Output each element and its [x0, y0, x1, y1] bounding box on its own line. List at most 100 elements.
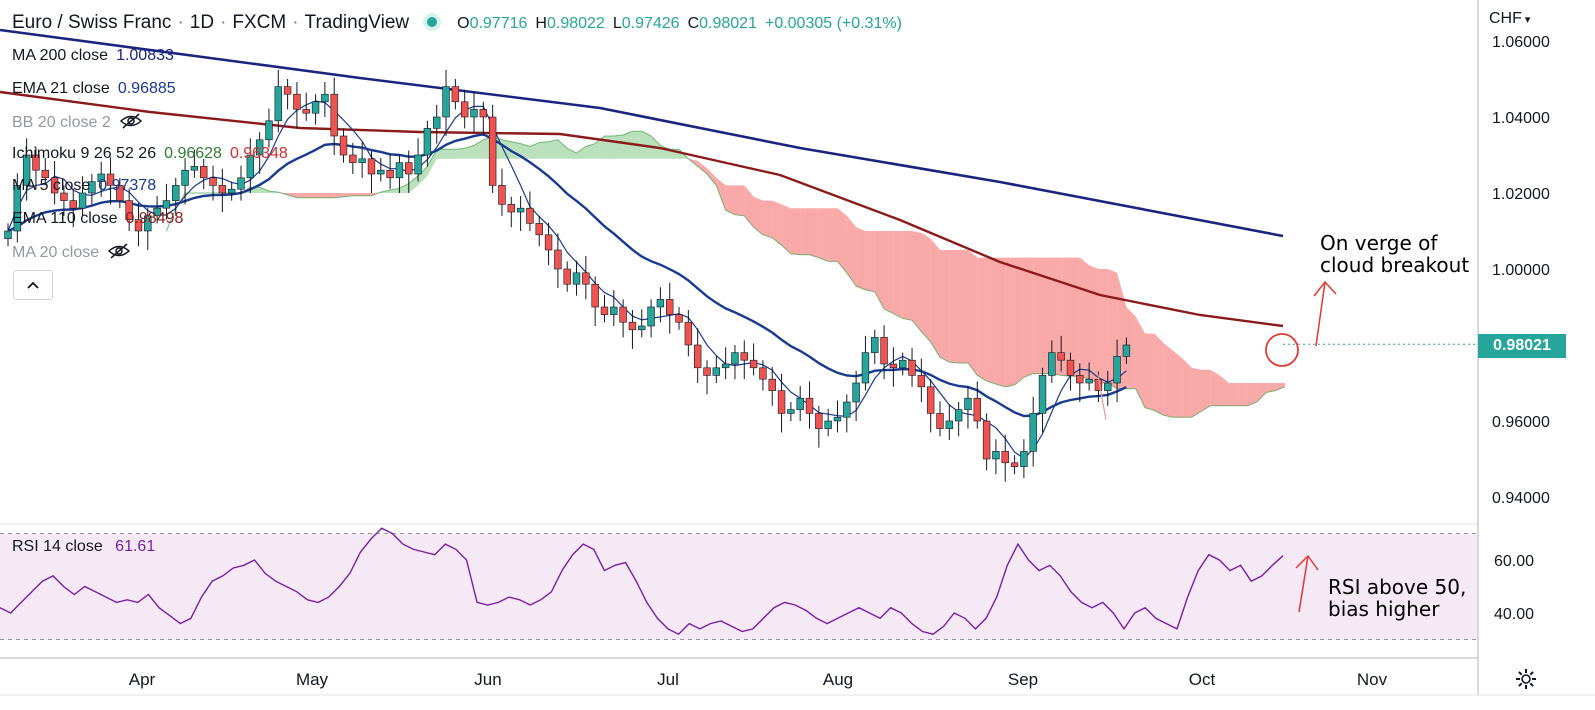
cloud-segment: [1256, 383, 1267, 402]
candle-down: [386, 169, 394, 179]
cloud-segment: [781, 204, 791, 254]
cloud-segment: [949, 250, 959, 364]
candle-up: [274, 86, 282, 122]
cloud-segment: [418, 166, 428, 186]
candle-up: [945, 420, 954, 429]
candle-up: [377, 169, 385, 175]
price-tick-label: 1.04000: [1492, 110, 1550, 127]
breakout-annotation: On verge of cloud breakout: [1320, 231, 1470, 277]
cloud-segment: [865, 231, 875, 292]
cloud-segment: [1070, 257, 1080, 377]
cloud-segment: [576, 146, 586, 159]
cloud-segment: [921, 232, 931, 343]
candle-down: [703, 367, 711, 376]
price-tick-label: 0.94000: [1492, 490, 1550, 507]
candle-up: [321, 93, 329, 103]
candle-up: [237, 177, 245, 190]
time-tick-label: Aug: [823, 670, 853, 689]
candle-down: [498, 185, 506, 205]
candle-up: [824, 420, 832, 429]
candle-down: [535, 223, 543, 236]
rsi-legend-name: RSI 14 close: [12, 538, 103, 555]
candle-down: [582, 272, 590, 285]
currency-selector[interactable]: CHF ▾: [1489, 10, 1530, 28]
candle-up: [153, 207, 161, 217]
candle-up: [852, 382, 860, 403]
candle-down: [889, 363, 898, 369]
candle-down: [777, 390, 786, 414]
candle-down: [526, 207, 534, 224]
price-tick-label: 1.06000: [1492, 34, 1550, 51]
candle-down: [600, 306, 609, 315]
candle-up: [97, 173, 105, 182]
cloud-segment: [930, 238, 940, 358]
candle-down: [134, 219, 143, 232]
cloud-segment: [1089, 265, 1099, 383]
candle-down: [693, 344, 702, 369]
cloud-segment: [1135, 316, 1146, 408]
cloud-segment: [399, 183, 409, 193]
cloud-segment: [1266, 383, 1276, 393]
candle-down: [1076, 375, 1084, 384]
cloud-segment: [1126, 307, 1136, 389]
ema-110-line: [0, 90, 1284, 328]
time-tick-label: Oct: [1189, 670, 1216, 689]
candle-down: [675, 314, 683, 323]
candle-up: [78, 192, 87, 209]
breakout-circle: [1265, 333, 1299, 367]
candle-down: [684, 321, 693, 346]
candle-up: [4, 230, 12, 239]
rsi-band: [0, 533, 1478, 640]
cloud-segment: [707, 168, 717, 186]
candle-up: [246, 154, 255, 179]
candle-down: [200, 166, 208, 179]
cloud-segment: [697, 160, 707, 174]
candle-up: [1020, 451, 1028, 467]
cloud-segment: [1145, 333, 1155, 411]
candle-up: [311, 101, 320, 114]
cloud-segment: [1182, 358, 1192, 418]
candle-up: [358, 158, 366, 163]
cloud-segment: [744, 185, 754, 228]
collapse-legend-button[interactable]: [13, 270, 53, 300]
time-tick-label: Sep: [1008, 670, 1038, 689]
cloud-segment: [790, 208, 801, 255]
candle-up: [516, 207, 525, 213]
candle-up: [227, 188, 236, 194]
candle-up: [861, 352, 870, 384]
candle-down: [544, 234, 553, 251]
cloud-segment: [1098, 269, 1108, 383]
cloud-segment: [1191, 367, 1201, 418]
cloud-segment: [800, 208, 810, 255]
cloud-segment: [352, 193, 363, 196]
cloud-segment: [818, 208, 829, 262]
cloud-segment: [557, 139, 568, 159]
rsi-line: [0, 527, 1284, 636]
candle-up: [181, 169, 189, 186]
cloud-segment: [296, 193, 307, 198]
candlestick-series: [4, 69, 1131, 482]
gear-icon[interactable]: [1515, 668, 1537, 690]
candle-up: [647, 306, 655, 327]
cloud-segment: [1228, 383, 1239, 406]
rsi-legend: RSI 14 close 61.61: [12, 538, 155, 556]
cloud-segment: [585, 143, 596, 159]
price-tick-label: 1.02000: [1492, 186, 1550, 203]
ma-5-line: [7, 100, 1127, 459]
cloud-segment: [967, 250, 978, 376]
rsi-tick-label: 40.00: [1494, 606, 1534, 623]
candle-down: [125, 200, 133, 220]
candle-down: [460, 101, 469, 118]
candle-up: [88, 181, 96, 194]
price-tick-label: 0.96000: [1492, 414, 1550, 431]
cloud-segment: [753, 196, 763, 235]
candle-up: [265, 120, 273, 141]
rsi-arrow-head: [1295, 554, 1319, 571]
candle-down: [451, 86, 460, 103]
candle-down: [32, 154, 40, 171]
currency-label: CHF: [1489, 10, 1522, 27]
candle-up: [1085, 378, 1093, 384]
ema-21-line: [7, 133, 1127, 418]
candle-down: [768, 378, 776, 391]
